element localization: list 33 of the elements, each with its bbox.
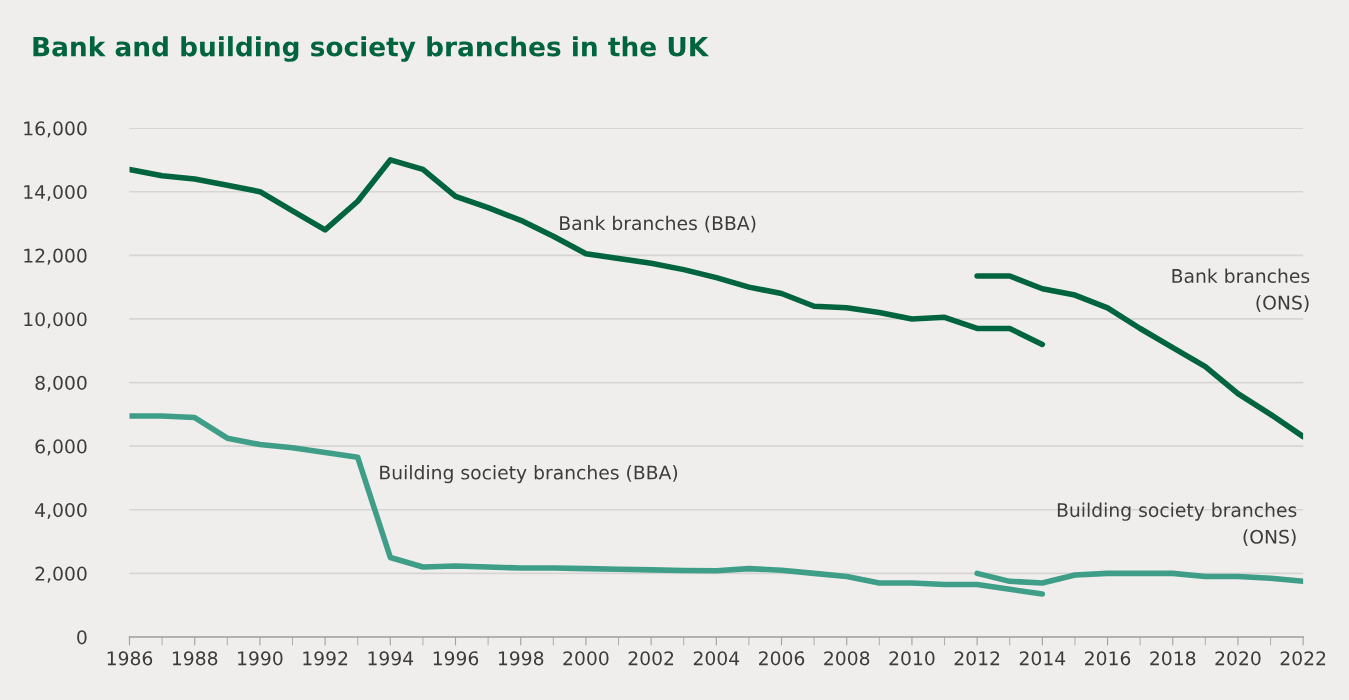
y-tick-label: 16,000 bbox=[24, 121, 87, 138]
x-tick-label: 2000 bbox=[563, 651, 609, 666]
x-tick-label: 2018 bbox=[1150, 651, 1196, 666]
chart-title: Bank and building society branches in the UK bbox=[33, 36, 710, 62]
series-label: Bank branches (ONS) bbox=[1172, 268, 1310, 312]
x-tick-label: 1996 bbox=[433, 651, 479, 666]
x-tick-label: 2006 bbox=[759, 651, 805, 666]
series-label: Building society branches (BBA) bbox=[380, 465, 678, 484]
x-tick-label: 1998 bbox=[498, 651, 544, 666]
x-tick-label: 2004 bbox=[693, 651, 740, 666]
series-label: Bank branches (BBA) bbox=[560, 215, 756, 233]
y-tick-label: 10,000 bbox=[24, 312, 87, 329]
series-label: Building society branches (ONS) bbox=[1057, 502, 1297, 547]
x-tick-label: 1986 bbox=[107, 651, 153, 666]
x-tick-label: 2022 bbox=[1280, 651, 1326, 666]
y-tick-label: 6,000 bbox=[35, 439, 87, 456]
x-tick-label: 1988 bbox=[172, 651, 218, 666]
x-tick-label: 1994 bbox=[368, 651, 414, 666]
x-tick-label: 2020 bbox=[1215, 651, 1261, 666]
y-tick-label: 8,000 bbox=[35, 375, 87, 392]
x-tick-label: 2016 bbox=[1085, 651, 1131, 666]
x-tick-label: 1992 bbox=[303, 651, 348, 666]
y-tick-label: 4,000 bbox=[35, 502, 87, 520]
x-tick-label: 2012 bbox=[954, 651, 1000, 666]
x-tick-label: 2010 bbox=[889, 651, 935, 666]
x-tick-label: 2014 bbox=[1019, 651, 1066, 666]
y-tick-label: 12,000 bbox=[24, 248, 87, 265]
x-tick-label: 2008 bbox=[824, 651, 870, 666]
x-tick-label: 1990 bbox=[238, 651, 283, 666]
y-tick-label: 2,000 bbox=[35, 566, 87, 583]
x-tick-label: 2002 bbox=[628, 651, 674, 666]
y-tick-label: 14,000 bbox=[24, 184, 87, 202]
y-tick-label: 0 bbox=[77, 630, 87, 645]
